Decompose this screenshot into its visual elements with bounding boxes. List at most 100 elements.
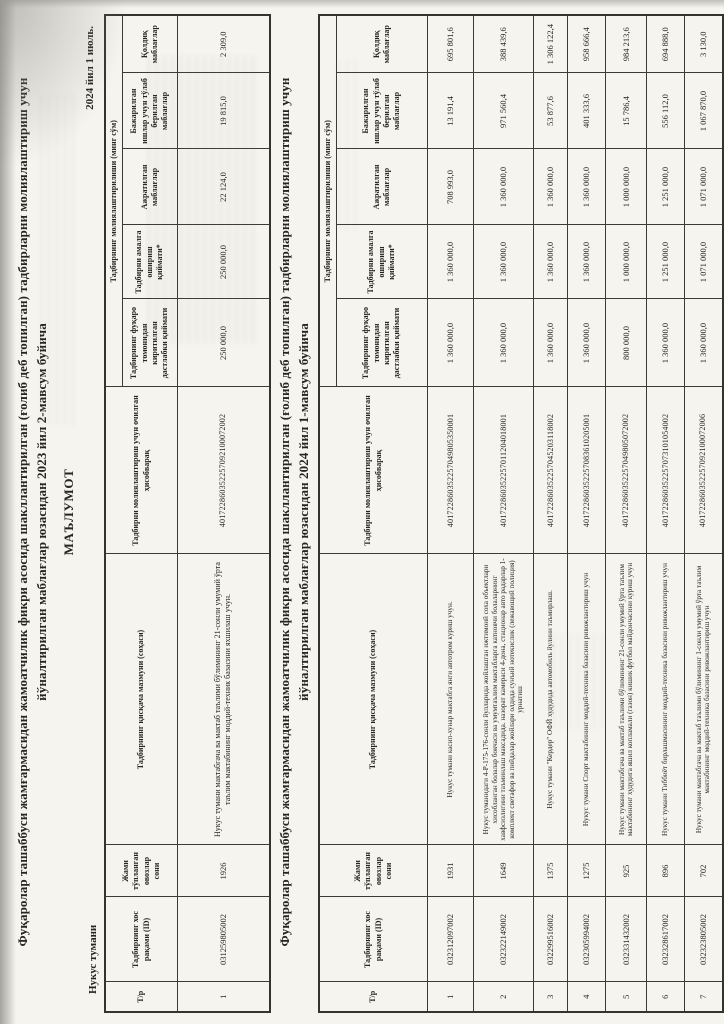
cell-implementation: 1 000 000,0 (605, 225, 647, 299)
cell-account: 401722860352257049805350001 (427, 387, 474, 554)
scan-edge-shadow-top (0, 0, 724, 8)
cell-allocated: 1 071 000,0 (684, 149, 723, 225)
cell-summary: Нукус туманидаги 4-Р-175-176-сонли йулла… (473, 554, 534, 845)
col-header-tr: Т/р (319, 982, 428, 1012)
cell-votes: 1926 (177, 845, 270, 897)
cell-account: 401722860352257083610205001 (567, 387, 606, 554)
cell-remaining: 958 666,4 (567, 14, 606, 73)
cell-tr: 6 (646, 982, 685, 1012)
cell-votes: 1275 (567, 845, 606, 897)
col-header-account: Тадбирни молиялаштириш учун очилган ҳисо… (105, 387, 178, 554)
cell-paid: 15 786,4 (605, 73, 647, 149)
cell-id: 032322149002 (473, 897, 534, 982)
cell-tr: 5 (605, 982, 647, 1012)
table-header: Т/р Тадбирнинг хос рақами (ID) Жами тўпл… (319, 14, 428, 1012)
cell-allocated: 1 251 000,0 (646, 149, 685, 225)
cell-paid: 971 560,4 (473, 73, 534, 149)
cell-tr: 4 (567, 982, 606, 1012)
cell-remaining: 388 439,6 (473, 14, 534, 73)
cell-implementation: 1 360 000,0 (473, 225, 534, 299)
table-header-group-row: Т/р Тадбирнинг хос рақами (ID) Жами тўпл… (319, 14, 428, 1012)
table-row: 3 032299516002 1375 Нукус тумани "Кердер… (533, 14, 568, 1012)
cell-allocated: 1 360 000,0 (533, 149, 568, 225)
cell-paid: 13 191,4 (427, 73, 474, 149)
cell-id: 031259805002 (177, 897, 270, 982)
cell-allocated: 1 360 000,0 (567, 149, 606, 225)
col-header-id: Тадбирнинг хос рақами (ID) (319, 897, 428, 982)
cell-tr: 1 (427, 982, 474, 1012)
cell-votes: 925 (605, 845, 647, 897)
col-header-account: Тадбирни молиялаштириш учун очилган ҳисо… (319, 387, 428, 554)
cell-tr: 1 (177, 982, 270, 1012)
cell-tr: 2 (473, 982, 534, 1012)
cell-id: 032312097002 (427, 897, 474, 982)
cell-id: 032323805002 (684, 897, 723, 982)
cell-id: 032328617002 (646, 897, 685, 982)
cell-account: 401722860352257092100072006 (684, 387, 723, 554)
col-header-summary: Тадбирнинг қисқача мазмуни (соҳаси) (105, 554, 178, 845)
cell-initial: 800 000,0 (605, 299, 647, 387)
cell-implementation: 1 360 000,0 (533, 225, 568, 299)
cell-remaining: 3 130,0 (684, 14, 723, 73)
cell-account: 401722860352257011204018001 (473, 387, 534, 554)
cell-initial: 1 360 000,0 (533, 299, 568, 387)
table-row: 4 032305994002 1275 Нукус тумани Спорт м… (567, 14, 606, 1012)
col-header-initial: Тадбирнинг фуқаро томонидан киритилган д… (336, 299, 428, 387)
col-header-id: Тадбирнинг хос рақами (ID) (105, 897, 178, 982)
cell-id: 032331432002 (605, 897, 647, 982)
doc2-title: Фуқаролар ташаббуси жамғармасидан жамоат… (277, 77, 311, 947)
cell-initial: 1 360 000,0 (646, 299, 685, 387)
cell-paid: 556 112,0 (646, 73, 685, 149)
cell-account: 401722860352257092100072002 (177, 387, 270, 554)
cell-implementation: 1 360 000,0 (427, 225, 474, 299)
region-label: Нукус тумани (87, 924, 99, 994)
cell-initial: 1 360 000,0 (567, 299, 606, 387)
cell-summary: Нукус тумани касип-хунар мактабга янги а… (427, 554, 474, 845)
table-row: 7 032323805002 702 Нукус тумани мактабга… (684, 14, 723, 1012)
col-header-summary: Тадбирнинг қисқача мазмуни (соҳаси) (319, 554, 428, 845)
cell-account: 401722860352257049805072002 (605, 387, 647, 554)
cell-tr: 7 (684, 982, 723, 1012)
table-row: 1 032312097002 1931 Нукус тумани касип-х… (427, 14, 474, 1012)
cell-summary: Нукус тумани мактабгача ва мактаб таълим… (684, 554, 723, 845)
table-row: 2 032322149002 1649 Нукус туманидаги 4-Р… (473, 14, 534, 1012)
cell-votes: 702 (684, 845, 723, 897)
cell-paid: 401 333,6 (567, 73, 606, 149)
cell-votes: 1375 (533, 845, 568, 897)
col-header-implementation: Тадбирни амалга ошириш қиймати* (336, 225, 428, 299)
table-row: 6 032328617002 896 Нукус тумани Тиббиёт … (646, 14, 685, 1012)
cell-allocated: 1 000 000,0 (605, 149, 647, 225)
col-header-votes: Жами тўпланган овозлар сони (319, 845, 428, 897)
bleedthrough-ghost-text (553, 633, 603, 728)
cell-remaining: 984 213,6 (605, 14, 647, 73)
col-header-financing-group: Тадбирнинг молиялаштирилиши (минг сўм) (319, 14, 337, 387)
cell-id: 032305994002 (567, 897, 606, 982)
cell-id: 032299516002 (533, 897, 568, 982)
cell-paid: 1 067 870,0 (684, 73, 723, 149)
cell-account: 401722860352257073101054002 (646, 387, 685, 554)
cell-allocated: 1 360 000,0 (473, 149, 534, 225)
bleedthrough-ghost-text (338, 60, 360, 230)
cell-tr: 3 (533, 982, 568, 1012)
cell-votes: 1931 (427, 845, 474, 897)
cell-initial: 1 360 000,0 (427, 299, 474, 387)
table-body: 1 032312097002 1931 Нукус тумани касип-х… (427, 14, 723, 1012)
table-row: 5 032331432002 925 Нукус тумани мактабга… (605, 14, 647, 1012)
bleedthrough-ghost-text (148, 55, 260, 343)
cell-initial: 1 360 000,0 (473, 299, 534, 387)
cell-implementation: 1 251 000,0 (646, 225, 685, 299)
cell-implementation: 1 071 000,0 (684, 225, 723, 299)
cell-initial: 1 360 000,0 (684, 299, 723, 387)
cell-remaining: 694 888,0 (646, 14, 685, 73)
cell-implementation: 1 360 000,0 (567, 225, 606, 299)
cell-remaining: 695 801,6 (427, 14, 474, 73)
table-2024-season-1: Т/р Тадбирнинг хос рақами (ID) Жами тўпл… (318, 13, 724, 1013)
cell-summary: Нукус тумани мактабгача ва мактаб таълим… (605, 554, 647, 845)
cell-summary: Нукус тумани мактабгача ва мактаб таълим… (177, 554, 270, 845)
cell-votes: 896 (646, 845, 685, 897)
cell-remaining: 1 306 122,4 (533, 14, 568, 73)
cell-summary: Нукус тумани Тиббиёт бирлашмасининг модд… (646, 554, 685, 845)
scan-edge-shadow-left (0, 0, 16, 1024)
cell-paid: 53 877,6 (533, 73, 568, 149)
